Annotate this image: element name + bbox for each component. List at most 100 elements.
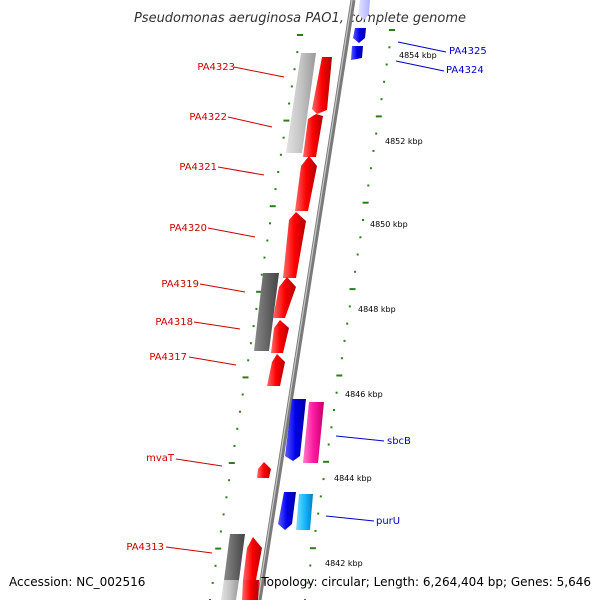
tick-mark xyxy=(349,288,356,291)
tick-mark xyxy=(214,564,217,567)
tick-mark xyxy=(215,547,222,550)
tick-mark xyxy=(228,462,235,464)
tick-mark xyxy=(367,184,370,187)
gene-pa4319-arrow[interactable] xyxy=(273,277,296,318)
gene-label-pa4313[interactable]: PA4313 xyxy=(126,542,164,553)
gene-puru-arrow[interactable] xyxy=(296,494,313,530)
tick-mark xyxy=(277,171,280,173)
tick-mark xyxy=(323,460,330,463)
gene-blue-arrow-puru-pair[interactable] xyxy=(278,492,296,530)
gene-label-pa4322[interactable]: PA4322 xyxy=(189,112,227,123)
gene-pa4321-arrow[interactable] xyxy=(295,156,317,211)
gene-dark-block-lower[interactable] xyxy=(224,534,245,580)
tick-mark xyxy=(348,305,351,308)
tick-mark xyxy=(266,239,269,242)
gene-pa4324-arrow[interactable] xyxy=(351,46,363,60)
tick-mark xyxy=(319,495,322,498)
gene-pa4317-arrow[interactable] xyxy=(267,354,285,386)
tick-mark xyxy=(383,80,386,83)
gene-pa4322-arrow[interactable] xyxy=(303,114,323,157)
tick-mark xyxy=(283,119,290,122)
tick-mark xyxy=(236,427,239,430)
gene-blue-arrow-sbcb-pair[interactable] xyxy=(285,399,306,461)
gene-sbcb-arrow[interactable] xyxy=(303,402,324,463)
tick-mark xyxy=(233,444,236,447)
gene-grey-block-lower[interactable] xyxy=(221,580,239,600)
tick-mark xyxy=(375,132,378,135)
tick-mark xyxy=(343,339,346,342)
tick-mark xyxy=(269,222,271,225)
tick-mark xyxy=(274,188,277,191)
tick-mark xyxy=(333,409,335,411)
gene-label-pa4323[interactable]: PA4323 xyxy=(197,62,235,73)
tick-mark xyxy=(297,34,303,36)
tick-mark xyxy=(354,270,357,273)
tick-mark xyxy=(362,201,369,204)
tick-mark xyxy=(282,136,285,139)
tick-mark xyxy=(239,410,241,413)
scale-label-4848: 4848 kbp xyxy=(358,305,396,314)
tick-mark xyxy=(336,374,343,377)
label-leaders xyxy=(165,41,447,554)
scale-labels: 4854 kbp 4852 kbp 4850 kbp 4848 kbp 4846… xyxy=(325,51,437,568)
tick-mark xyxy=(293,68,296,71)
tick-mark xyxy=(330,426,333,429)
topology-text: Topology: circular; Length: 6,264,404 bp… xyxy=(260,575,591,589)
tick-mark xyxy=(335,391,338,394)
gene-pa4325-arrow[interactable] xyxy=(358,0,370,20)
tick-mark xyxy=(228,479,231,482)
tick-mark xyxy=(279,153,282,156)
gene-label-pa4324[interactable]: PA4324 xyxy=(446,65,484,76)
gene-pa4320-arrow[interactable] xyxy=(283,212,306,278)
tick-mark xyxy=(340,357,343,360)
tick-mark xyxy=(317,512,320,515)
tick-mark xyxy=(385,63,388,66)
tick-mark xyxy=(375,115,382,118)
gene-label-pa4318[interactable]: PA4318 xyxy=(155,317,193,328)
tick-mark xyxy=(211,581,214,584)
gene-label-pa4320[interactable]: PA4320 xyxy=(169,223,207,234)
tick-mark xyxy=(369,167,372,170)
tick-mark xyxy=(260,273,263,276)
tick-mark xyxy=(290,85,293,88)
tick-mark xyxy=(372,149,375,152)
gene-pa4313b-arrow[interactable] xyxy=(242,580,259,600)
gene-features xyxy=(221,0,370,600)
tick-mark xyxy=(263,256,266,259)
gene-pa4325b-arrow[interactable] xyxy=(353,28,366,43)
scale-label-4852: 4852 kbp xyxy=(385,137,423,146)
tick-mark xyxy=(241,393,244,396)
gene-label-mvat[interactable]: mvaT xyxy=(146,453,175,464)
accession-text: Accession: NC_002516 xyxy=(9,575,145,589)
gene-label-pa4317[interactable]: PA4317 xyxy=(149,352,187,363)
tick-mark xyxy=(322,478,325,481)
tick-mark xyxy=(309,547,316,550)
gene-dark-block[interactable] xyxy=(254,273,279,351)
gene-pa4313-arrow[interactable] xyxy=(243,537,262,580)
scale-label-4844: 4844 kbp xyxy=(334,474,372,483)
gene-label-pa4325[interactable]: PA4325 xyxy=(449,46,487,57)
scale-label-4854: 4854 kbp xyxy=(399,51,437,60)
tick-mark xyxy=(359,236,362,239)
gene-label-pa4321[interactable]: PA4321 xyxy=(179,162,217,173)
tick-mark xyxy=(380,98,383,101)
tick-mark xyxy=(327,443,330,446)
tick-mark xyxy=(362,219,364,221)
tick-mark xyxy=(225,496,228,499)
tick-mark xyxy=(296,51,299,54)
gene-label-sbcb[interactable]: sbcB xyxy=(387,436,411,447)
tick-mark xyxy=(247,359,250,362)
gene-pa4318-arrow[interactable] xyxy=(271,320,289,353)
tick-mark xyxy=(219,530,222,533)
gene-label-pa4319[interactable]: PA4319 xyxy=(161,279,199,290)
gene-label-puru[interactable]: purU xyxy=(376,516,400,527)
gene-pa4323-arrow[interactable] xyxy=(312,57,332,114)
gene-mvat-arrow[interactable] xyxy=(257,462,271,478)
tick-mark xyxy=(306,581,309,584)
gene-grey-block[interactable] xyxy=(286,53,316,153)
genome-backbone xyxy=(256,0,356,600)
tick-mark xyxy=(255,307,258,310)
tick-mark xyxy=(256,290,263,293)
tick-mark xyxy=(222,513,225,516)
